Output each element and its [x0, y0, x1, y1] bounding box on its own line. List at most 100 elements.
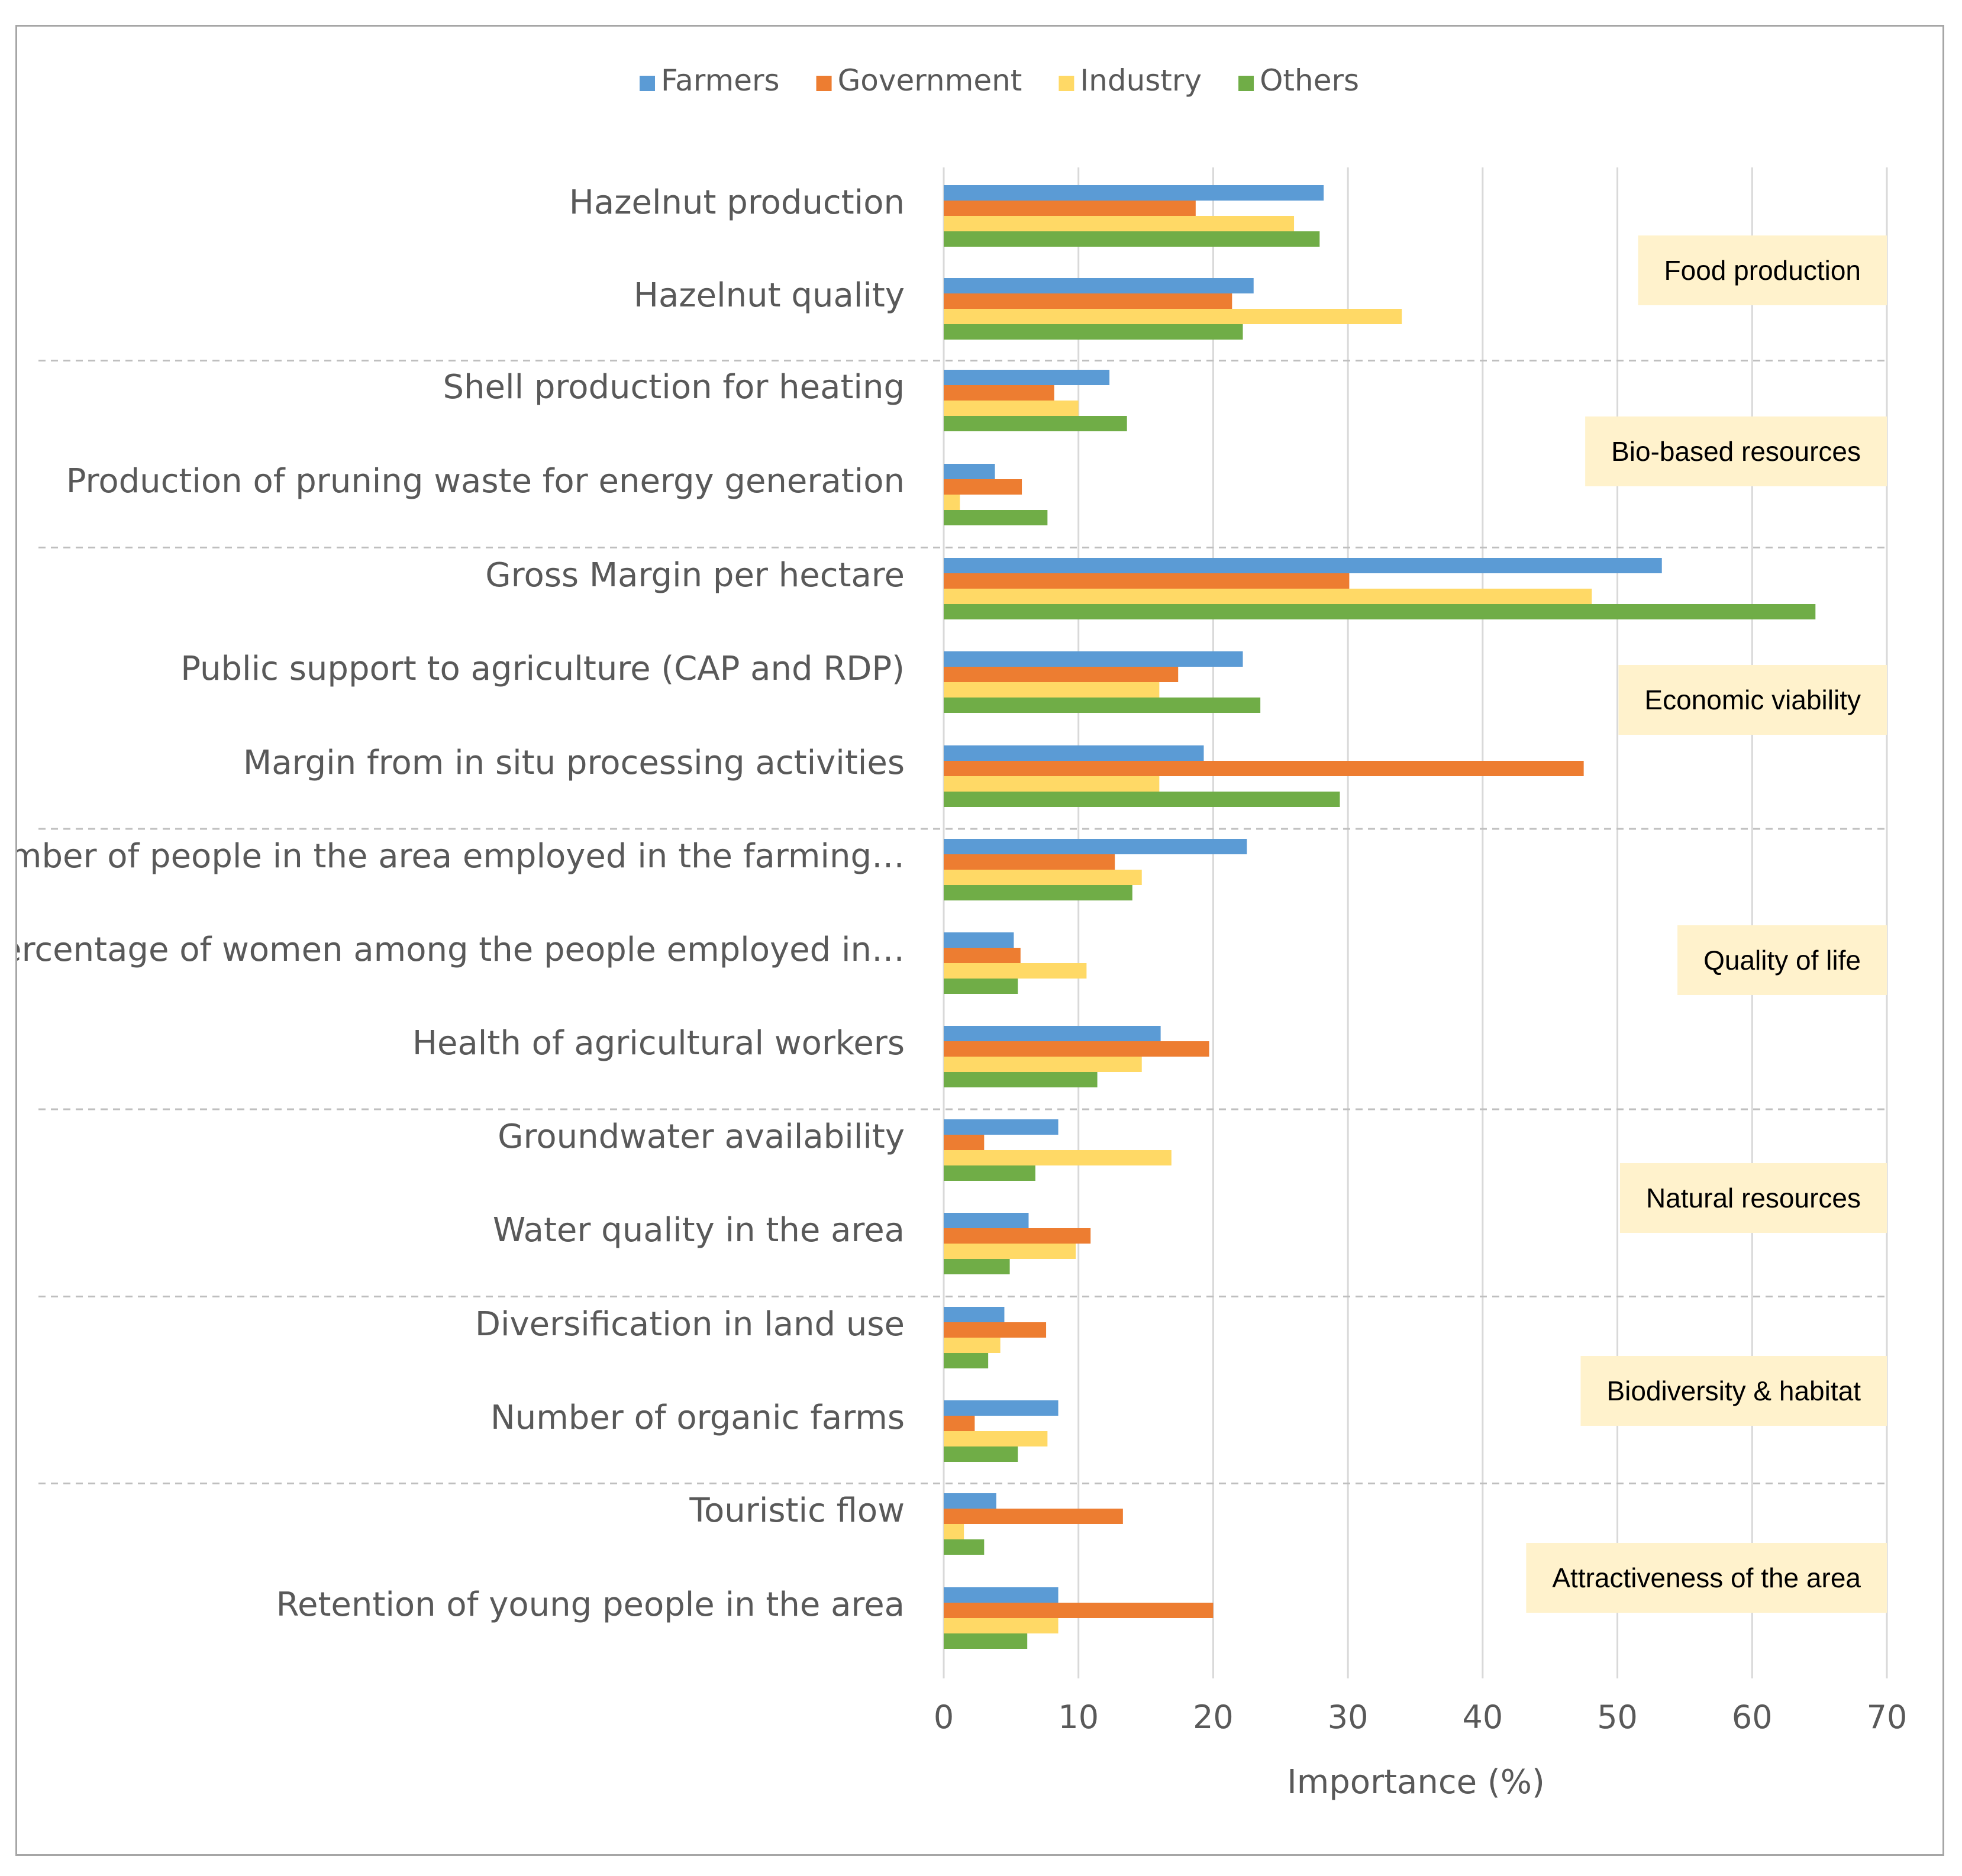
legend-swatch-farmers	[640, 76, 655, 91]
bar-farmers	[944, 1119, 1059, 1135]
category-labels: Hazelnut production Hazelnut quality Shell…	[17, 183, 905, 1624]
category-label: Public support to agriculture (CAP and R…	[180, 650, 905, 688]
x-tick-label: 70	[1867, 1699, 1908, 1736]
bar-government	[944, 1041, 1209, 1057]
x-tick-label: 30	[1328, 1699, 1369, 1736]
legend-swatch-industry	[1059, 76, 1074, 91]
bar-farmers	[944, 370, 1110, 385]
bar-industry	[944, 1618, 1059, 1633]
category-label: Touristic flow	[689, 1491, 905, 1530]
bar-others	[944, 604, 1816, 619]
x-tick-label: 20	[1193, 1699, 1234, 1736]
bar-government	[944, 293, 1232, 309]
bar-others	[944, 1072, 1098, 1087]
group-label: Biodiversity & habitat	[1606, 1375, 1861, 1406]
chart-frame: Farmers Government Industry Others Hazelnut…	[15, 25, 1944, 1856]
bar-farmers	[944, 839, 1247, 854]
group-label: Economic viability	[1644, 684, 1861, 715]
x-tick-label: 60	[1732, 1699, 1773, 1736]
category-label: Groundwater availability	[498, 1118, 905, 1156]
category-label: Water quality in the area	[493, 1211, 905, 1249]
group-label-box: Bio-based resources	[1585, 416, 1887, 486]
bar-farmers	[944, 1400, 1059, 1416]
x-tick-label: 10	[1058, 1699, 1099, 1736]
x-tick-label: 0	[934, 1699, 954, 1736]
group-label: Natural resources	[1646, 1183, 1861, 1213]
bar-others	[944, 1633, 1028, 1649]
bar-others	[944, 1353, 989, 1368]
bar-industry	[944, 1338, 1001, 1353]
group-label: Bio-based resources	[1611, 436, 1861, 467]
group-label-background	[1526, 1543, 1887, 1613]
bar-others	[944, 885, 1132, 900]
legend: Farmers Government Industry Others	[640, 63, 1359, 98]
bar-government	[944, 1416, 975, 1431]
bar-others	[944, 1446, 1018, 1462]
legend-swatch-government	[816, 76, 832, 91]
bar-farmers	[944, 558, 1662, 573]
group-label-background	[1677, 925, 1887, 995]
bar-industry	[944, 401, 1079, 416]
bar-farmers	[944, 464, 995, 479]
group-label-background	[1580, 1356, 1887, 1426]
bar-others	[944, 510, 1048, 525]
bar-industry	[944, 870, 1142, 885]
group-label-box: Natural resources	[1619, 1163, 1887, 1233]
bar-farmers	[944, 185, 1324, 201]
legend-label: Industry	[1080, 63, 1202, 98]
bar-industry	[944, 216, 1295, 231]
bar-government	[944, 1135, 985, 1150]
legend-label: Government	[838, 63, 1022, 98]
bar-government	[944, 201, 1196, 216]
bar-industry	[944, 963, 1087, 979]
bar-industry	[944, 1244, 1076, 1259]
bar-others	[944, 416, 1127, 431]
group-label-box: Economic viability	[1618, 665, 1887, 735]
bar-farmers	[944, 1493, 996, 1509]
category-label: Hazelnut production	[569, 183, 905, 222]
x-axis: 0 10 20 30 40 50 60 70	[934, 1699, 1908, 1736]
bar-farmers	[944, 745, 1204, 761]
legend-label: Farmers	[661, 63, 780, 98]
bar-farmers	[944, 1026, 1161, 1041]
group-label-background	[1619, 1163, 1887, 1233]
group-label-box: Food production	[1638, 235, 1887, 305]
bar-others	[944, 792, 1340, 807]
x-axis-title: Importance (%)	[1287, 1763, 1545, 1801]
group-label: Quality of life	[1703, 945, 1861, 976]
group-label-box: Biodiversity & habitat	[1580, 1356, 1887, 1426]
category-label: Percentage of women among the people emp…	[17, 931, 905, 969]
x-tick-label: 40	[1462, 1699, 1503, 1736]
bar-others	[944, 324, 1243, 340]
bar-others	[944, 1539, 985, 1555]
bar-industry	[944, 776, 1160, 792]
bar-others	[944, 698, 1261, 713]
group-label-box: Quality of life	[1677, 925, 1887, 995]
bar-government	[944, 854, 1115, 870]
bar-farmers	[944, 651, 1243, 667]
group-label-background	[1638, 235, 1887, 305]
category-label: Health of agricultural workers	[412, 1024, 905, 1063]
bar-others	[944, 1165, 1035, 1181]
bars	[944, 185, 1816, 1649]
bar-government	[944, 1228, 1091, 1244]
category-label: Gross Margin per hectare	[485, 556, 905, 595]
group-label: Food production	[1664, 255, 1861, 286]
bar-government	[944, 1509, 1123, 1524]
bar-industry	[944, 682, 1160, 698]
bar-government	[944, 761, 1584, 776]
legend-swatch-others	[1238, 76, 1254, 91]
category-label: Production of pruning waste for energy g…	[66, 462, 905, 501]
gridlines	[943, 167, 1888, 1678]
bar-others	[944, 979, 1018, 994]
bar-government	[944, 948, 1021, 963]
group-label-background	[1585, 416, 1887, 486]
bar-farmers	[944, 1307, 1005, 1322]
bar-industry	[944, 1524, 964, 1539]
group-labels: Food production Bio-based resources Econom…	[1526, 235, 1887, 1613]
bar-government	[944, 667, 1179, 682]
bar-farmers	[944, 278, 1254, 293]
bar-government	[944, 1603, 1214, 1618]
category-label: Margin from in situ processing activitie…	[243, 744, 905, 782]
bar-others	[944, 1259, 1010, 1274]
